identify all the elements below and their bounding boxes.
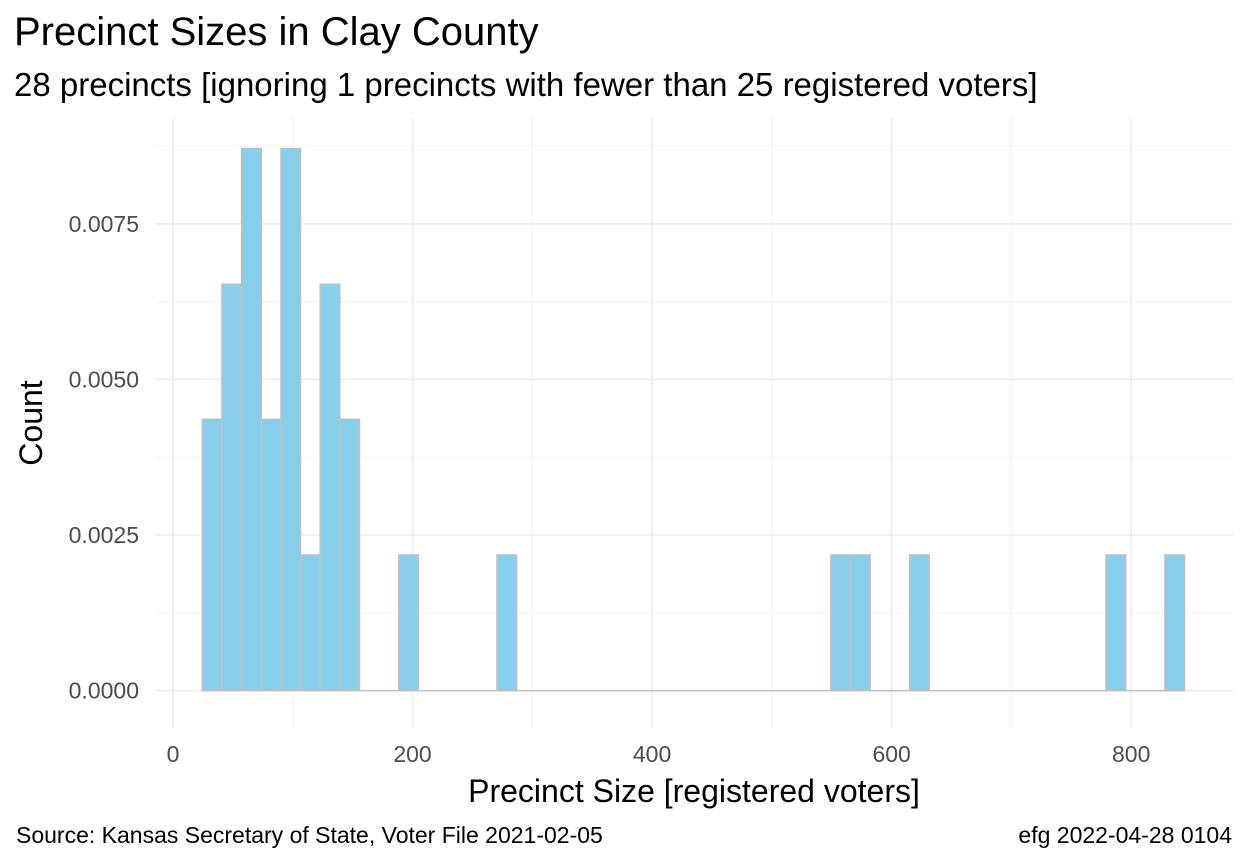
chart-subtitle: 28 precincts [ignoring 1 precincts with … [14, 66, 1038, 103]
histogram-bar [1105, 554, 1127, 692]
histogram-bar [240, 147, 262, 692]
y-axis-title: Count [13, 380, 49, 466]
x-axis-title: Precinct Size [registered voters] [468, 773, 920, 809]
histogram-bar [849, 554, 871, 692]
x-tick-label: 0 [167, 741, 180, 767]
histogram-bars [201, 147, 1186, 692]
histogram-bar [1164, 554, 1186, 692]
histogram-bar [319, 283, 341, 692]
histogram-bar [299, 554, 321, 692]
y-tick-label: 0.0025 [69, 522, 139, 548]
x-axis-ticks: 0 200 400 600 800 [167, 741, 1151, 767]
histogram-bar [260, 418, 282, 692]
histogram-bar [339, 418, 361, 692]
histogram-bar [397, 554, 420, 692]
x-tick-label: 200 [393, 741, 431, 767]
histogram-bar [280, 147, 302, 692]
histogram-bar [830, 554, 852, 692]
y-tick-label: 0.0050 [69, 366, 139, 392]
histogram-bar [221, 283, 243, 692]
histogram-bar [908, 554, 930, 692]
credit-caption: efg 2022-04-28 0104 [1018, 822, 1232, 848]
y-tick-label: 0.0075 [69, 211, 139, 237]
x-tick-label: 800 [1112, 741, 1150, 767]
histogram-bar [496, 554, 518, 692]
histogram-bar [201, 418, 223, 692]
x-tick-label: 600 [872, 741, 910, 767]
y-tick-label: 0.0000 [69, 678, 139, 704]
y-axis-ticks: 0.0000 0.0025 0.0050 0.0075 [69, 211, 139, 704]
chart-title: Precinct Sizes in Clay County [14, 10, 539, 54]
source-caption: Source: Kansas Secretary of State, Voter… [16, 822, 603, 848]
x-tick-label: 400 [633, 741, 671, 767]
